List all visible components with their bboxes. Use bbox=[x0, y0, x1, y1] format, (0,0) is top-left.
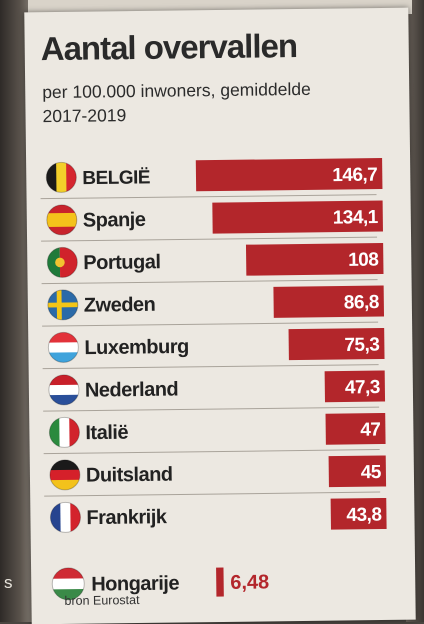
value-label: 86,8 bbox=[344, 292, 379, 313]
value-label: 134,1 bbox=[333, 207, 379, 229]
flag-luxembourg-icon bbox=[47, 331, 79, 363]
source-note: bron Eurostat bbox=[64, 593, 140, 608]
flag-portugal-icon-emblem bbox=[55, 257, 65, 268]
flag-spain-icon-outline bbox=[46, 204, 78, 236]
chart-row: Spanje 134,1 bbox=[40, 194, 383, 236]
bar bbox=[195, 158, 383, 192]
newspaper-graphic: Aantal overvallen per 100.000 inwoners, … bbox=[24, 7, 416, 624]
chart-row: Luxemburg 75,3 bbox=[42, 321, 385, 363]
flag-belgium-icon-outline bbox=[45, 161, 77, 193]
value-label: 146,7 bbox=[332, 165, 377, 187]
chart-row: Zweden 86,8 bbox=[41, 279, 385, 321]
chart-rows: BELGIË 146,7 Spanje 134,1 Portugal 108 Zweden 8… bbox=[40, 158, 387, 533]
value-label: 47,3 bbox=[345, 377, 380, 398]
value-label: 45 bbox=[361, 462, 382, 483]
flag-netherlands-icon-band bbox=[48, 384, 79, 396]
chart-row: Portugal 108 bbox=[41, 236, 384, 278]
flag-hungary-icon-band bbox=[52, 567, 85, 580]
flag-sweden-icon-colors bbox=[47, 289, 79, 321]
row-separator bbox=[40, 194, 377, 200]
flag-hungary-icon-colors bbox=[52, 567, 85, 601]
flag-italy-icon bbox=[48, 416, 80, 448]
value-label: 75,3 bbox=[344, 335, 379, 356]
flag-italy-icon-band bbox=[59, 417, 71, 448]
flag-belgium-icon-band bbox=[46, 162, 57, 193]
value-label: 108 bbox=[348, 250, 378, 271]
bar bbox=[328, 455, 387, 488]
flag-hungary-icon-band bbox=[52, 578, 85, 590]
row-separator bbox=[43, 449, 380, 455]
flag-netherlands-icon-outline bbox=[48, 374, 80, 406]
row-separator bbox=[42, 364, 379, 370]
flag-france-icon-band bbox=[50, 502, 62, 533]
row-separator bbox=[43, 406, 380, 412]
row-separator bbox=[42, 321, 379, 327]
flag-france-icon-outline bbox=[49, 501, 81, 533]
extra-value-label: 6,48 bbox=[230, 571, 269, 593]
bar bbox=[245, 243, 384, 276]
row-separator bbox=[41, 279, 378, 285]
flag-germany-icon-outline bbox=[49, 459, 81, 491]
flag-netherlands-icon bbox=[48, 374, 80, 406]
category-label: Portugal bbox=[83, 251, 160, 274]
flag-italy-icon-colors bbox=[49, 417, 80, 448]
flag-portugal-icon-band bbox=[59, 247, 78, 278]
flag-france-icon-band bbox=[60, 502, 72, 533]
flag-luxembourg-icon-outline bbox=[47, 331, 79, 363]
extra-bar bbox=[216, 567, 224, 597]
category-label: Spanje bbox=[83, 209, 146, 232]
row-separator bbox=[44, 491, 381, 497]
flag-portugal-icon-colors bbox=[47, 247, 78, 278]
bar bbox=[288, 327, 385, 361]
edge-letter: s bbox=[4, 573, 13, 592]
flag-luxembourg-icon-band bbox=[48, 332, 79, 344]
chart-row: BELGIË 146,7 bbox=[45, 158, 383, 193]
flag-sweden-icon-cross bbox=[47, 302, 78, 308]
flag-hungary-icon-outline bbox=[51, 567, 85, 601]
bar bbox=[325, 412, 386, 445]
flag-spain-icon-band bbox=[46, 212, 77, 228]
flag-germany-icon-band bbox=[49, 459, 80, 471]
category-label: Luxemburg bbox=[84, 336, 189, 359]
flag-italy-icon-outline bbox=[48, 416, 80, 448]
flag-portugal-icon bbox=[46, 246, 78, 278]
chart-row: Italië 47 bbox=[43, 406, 386, 448]
category-label: BELGIË bbox=[82, 167, 150, 189]
bar-chart: BELGIË 146,7 Spanje 134,1 Portugal 108 Zweden 8… bbox=[40, 158, 387, 601]
flag-germany-icon bbox=[49, 459, 81, 491]
row-separator bbox=[41, 236, 378, 242]
flag-portugal-icon-band bbox=[47, 247, 61, 278]
value-label: 47 bbox=[360, 420, 380, 441]
flag-sweden-icon bbox=[47, 289, 79, 321]
bar bbox=[324, 370, 386, 403]
category-label: Duitsland bbox=[86, 464, 173, 487]
bar bbox=[330, 497, 387, 530]
flag-portugal-icon-outline bbox=[46, 246, 78, 278]
value-label: 43,8 bbox=[346, 505, 381, 526]
category-label: Zweden bbox=[84, 294, 156, 317]
chart-row: Duitsland 45 bbox=[43, 449, 387, 491]
chart-row: Frankrijk 43,8 bbox=[44, 491, 387, 533]
extra-category-label: Hongarije bbox=[91, 573, 179, 596]
flag-france-icon bbox=[49, 501, 81, 533]
chart-row: Nederland 47,3 bbox=[42, 364, 386, 406]
category-label: Italië bbox=[85, 422, 128, 445]
category-label: Nederland bbox=[85, 379, 179, 402]
flag-netherlands-icon-band bbox=[48, 374, 79, 386]
flag-belgium-icon-band bbox=[56, 162, 67, 193]
bar bbox=[212, 200, 383, 234]
flag-sweden-icon-outline bbox=[47, 289, 79, 321]
flag-belgium-icon bbox=[45, 161, 77, 193]
flag-spain-icon bbox=[46, 204, 78, 236]
bar bbox=[273, 285, 385, 318]
flag-germany-icon-band bbox=[49, 469, 80, 481]
flag-germany-icon-colors bbox=[49, 459, 81, 491]
flag-hungary-icon bbox=[51, 567, 85, 601]
category-label: Frankrijk bbox=[86, 506, 168, 529]
flag-spain-icon-colors bbox=[46, 204, 77, 236]
flag-italy-icon-band bbox=[49, 417, 61, 448]
chart-extra-row: Hongarije 6,48 bbox=[51, 567, 269, 601]
flag-luxembourg-icon-band bbox=[48, 342, 79, 354]
